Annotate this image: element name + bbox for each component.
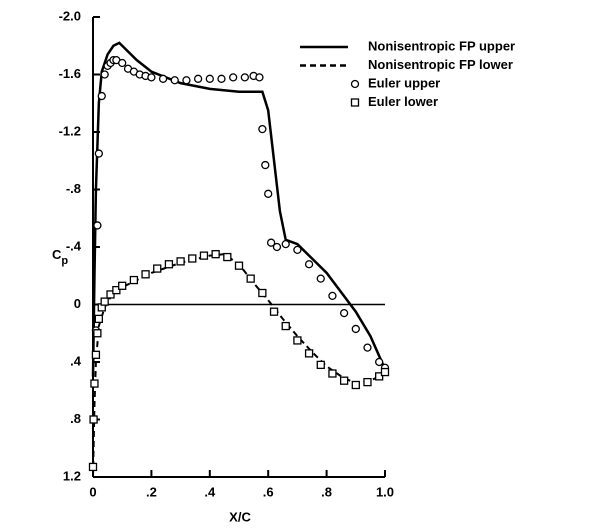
data-point [182,76,191,85]
data-point [153,264,162,273]
x-tick-label: 0 [89,484,96,499]
data-point [112,285,121,295]
x-axis-label: X/C [229,509,251,524]
data-point [264,189,273,198]
y-tick-label: -1.2 [59,123,81,138]
data-point [89,415,98,424]
x-tick-label: .4 [204,484,216,499]
x-tick-label: .6 [263,484,274,499]
data-point [193,74,203,83]
data-point [217,74,226,83]
x-tick-label: .2 [146,484,157,499]
legend-label: Nonisentropic FP upper [368,38,515,53]
legend-marker [350,98,360,107]
series-line [91,41,387,377]
data-point [176,257,185,266]
data-point [316,360,325,370]
data-point [129,275,139,285]
data-point [106,290,115,299]
data-point [266,238,276,247]
data-point [88,462,98,472]
data-point [304,260,314,269]
data-point [234,261,244,270]
data-point [164,260,174,269]
data-point [94,149,103,158]
x-tick-label: 1.0 [376,484,394,499]
data-point [94,314,103,324]
data-point [240,73,249,82]
y-tick-label: -.8 [66,181,81,196]
data-point [258,124,267,134]
data-point [158,74,168,83]
data-point [188,254,197,263]
data-point [118,58,127,68]
y-axis-label: Cp [52,247,68,266]
data-point [93,221,102,230]
y-tick-label: 1.2 [63,468,81,483]
data-point [255,73,264,82]
y-axis-label-sub: p [61,255,68,267]
legend-marker [350,79,360,89]
legend-label: Euler upper [368,75,440,90]
data-point [205,74,214,83]
data-point [246,274,255,283]
data-point [375,372,384,381]
data-point [328,291,337,301]
data-point [100,297,109,306]
y-tick-label: .8 [70,411,81,426]
data-point [118,281,127,290]
data-point [328,369,337,378]
data-point [316,274,325,283]
data-point [380,367,390,377]
y-axis-label-main: C [52,247,62,262]
data-point [223,252,232,262]
y-tick-label: 0 [74,296,81,311]
data-point [258,288,267,298]
data-point [304,349,314,358]
data-point [351,380,360,390]
data-point [272,242,282,252]
data-point [363,343,372,352]
data-point [281,321,290,331]
data-point [147,73,156,82]
data-point [91,350,101,359]
data-point [293,245,302,255]
x-tick-label: .8 [321,484,332,499]
data-point [229,73,238,82]
data-point [269,307,279,316]
data-point [339,308,349,318]
data-point [141,270,150,279]
legend-label: Euler lower [368,94,438,109]
data-point [97,91,106,101]
data-point [93,329,102,338]
data-point [351,324,360,334]
data-point [100,70,109,79]
data-point [281,239,290,249]
data-point [211,250,220,259]
data-point [199,251,209,260]
legend-label: Nonisentropic FP lower [368,57,513,72]
data-point [339,376,349,385]
data-point [375,357,384,367]
data-point [90,379,99,388]
data-point [261,160,270,170]
series-line [92,253,386,478]
data-point [170,76,179,85]
y-tick-label: -2.0 [59,8,81,23]
y-tick-label: -.4 [66,238,82,253]
y-tick-label: .4 [70,353,82,368]
data-point [363,377,372,387]
data-point [293,336,302,345]
y-tick-label: -1.6 [59,66,81,81]
